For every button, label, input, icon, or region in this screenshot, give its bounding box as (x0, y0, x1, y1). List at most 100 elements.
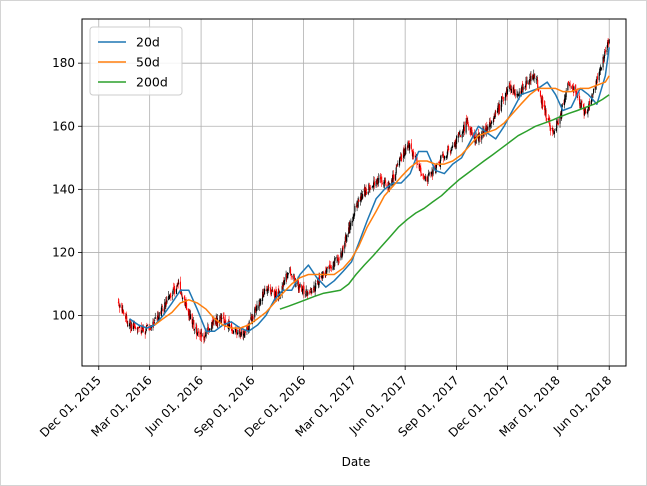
candle-body (546, 118, 548, 120)
candle-body (126, 320, 128, 324)
candle-body (255, 305, 257, 313)
candle-body (180, 292, 182, 294)
candle-body (256, 305, 258, 311)
candle-body (211, 320, 213, 326)
candle-body (149, 329, 151, 331)
candle-body (200, 332, 202, 335)
candle-body (590, 100, 592, 105)
candle-body (520, 90, 522, 95)
candle-body (301, 289, 303, 291)
candle-body (454, 140, 457, 148)
candle-body (530, 75, 532, 82)
candle-body (182, 297, 184, 300)
candle-body (459, 134, 461, 136)
candle-body (127, 325, 129, 327)
candle-body (509, 84, 511, 88)
candle-body (387, 182, 389, 189)
candle-body (193, 320, 195, 330)
candle-body (297, 281, 299, 285)
candle-body (430, 172, 432, 174)
candle-body (420, 174, 422, 176)
candle-body (152, 321, 154, 328)
candle-body (251, 316, 254, 320)
candle-body (369, 188, 372, 189)
candle-body (376, 180, 378, 184)
candle-body (229, 324, 231, 327)
candle-body (161, 307, 163, 309)
candle-body (445, 156, 448, 159)
candle-body (579, 103, 581, 106)
candle-body (603, 57, 605, 62)
candle-body (222, 316, 225, 318)
candle-body (359, 196, 361, 202)
candle-body (563, 99, 566, 106)
candle-body (209, 329, 211, 330)
candle-body (475, 137, 477, 143)
candle-body (329, 264, 331, 267)
candle-body (373, 180, 375, 187)
candle-body (132, 322, 134, 330)
candle-body (336, 257, 339, 261)
candle-body (145, 326, 147, 332)
candle-body (580, 104, 582, 108)
candle-body (259, 298, 261, 304)
candle-body (363, 188, 365, 193)
candle-body (262, 291, 264, 301)
candle-body (371, 186, 373, 188)
candle-body (500, 100, 502, 112)
candle-body (444, 156, 446, 158)
candle-body (145, 332, 147, 334)
candle-body (225, 319, 227, 324)
candle-body (223, 317, 225, 323)
candle-body (604, 51, 606, 56)
candle-body (291, 274, 293, 276)
candle-body (489, 119, 491, 126)
candle-body (508, 85, 510, 88)
candle-body (129, 321, 131, 324)
candle-body (121, 307, 123, 314)
candle-body (504, 96, 506, 101)
candle-body (150, 326, 152, 329)
candle-body (560, 113, 562, 117)
candle-body (503, 100, 505, 101)
candle-body (497, 105, 499, 112)
candle-body (290, 274, 292, 276)
candle-body (192, 322, 194, 325)
legend-label-20d: 20d (136, 35, 160, 50)
candle-body (594, 85, 596, 90)
candle-body (334, 258, 336, 267)
candle-body (556, 120, 558, 125)
candle-body (595, 79, 597, 85)
candle-body (321, 274, 323, 279)
candle-body (600, 67, 602, 70)
candle-body (181, 294, 183, 298)
candle-body (293, 275, 296, 281)
candle-body (408, 140, 410, 148)
candle-body (399, 157, 401, 166)
candle-body (582, 104, 585, 110)
candle-body (231, 330, 233, 331)
candle-body (144, 332, 146, 334)
candle-body (199, 335, 202, 337)
candle-body (232, 330, 234, 332)
candle-body (185, 299, 187, 305)
candle-body (608, 39, 610, 44)
candle-body (195, 326, 197, 330)
candle-body (528, 79, 530, 85)
candle-body (242, 330, 244, 335)
candle-body (204, 335, 206, 337)
candle-body (406, 146, 408, 147)
candle-body (282, 285, 284, 287)
candle-body (451, 146, 453, 149)
candle-body (491, 122, 493, 124)
candle-body (593, 88, 595, 93)
candle-body (258, 300, 260, 307)
candle-body (516, 94, 519, 96)
candle-body (572, 86, 574, 93)
legend-box (89, 26, 183, 96)
candle-body (560, 112, 562, 117)
candle-body (192, 321, 194, 323)
candle-body (169, 294, 171, 298)
candle-body (497, 105, 500, 113)
candle-body (432, 172, 434, 176)
